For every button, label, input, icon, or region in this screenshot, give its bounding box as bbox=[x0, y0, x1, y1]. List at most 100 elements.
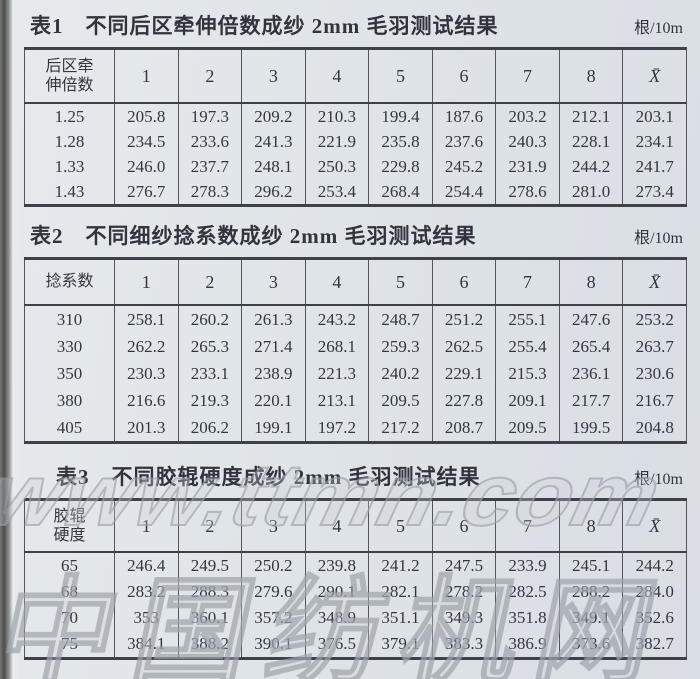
data-cell: 213.1 bbox=[304, 387, 370, 414]
data-cell: 240.3 bbox=[495, 129, 560, 154]
table2-label: 表2 bbox=[30, 224, 64, 248]
data-cell: 376.5 bbox=[304, 631, 370, 659]
data-cell: 259.3 bbox=[368, 333, 433, 360]
data-cell: 199.5 bbox=[558, 414, 624, 443]
data-cell: 249.5 bbox=[177, 552, 243, 579]
table-row: 380 216.6 219.3 220.1 213.1 209.5 227.8 209.1 21… bbox=[24, 387, 687, 414]
data-cell: 221.3 bbox=[304, 360, 370, 387]
data-cell: 351.1 bbox=[368, 605, 433, 631]
table1: 后区牵 伸倍数 1 2 3 4 5 6 7 8 X̄ 1.25 205.8 197.3 209.2 210.… bbox=[24, 47, 687, 207]
data-cell: 351.8 bbox=[495, 605, 560, 631]
data-cell: 231.9 bbox=[495, 154, 560, 179]
data-cell: 276.7 bbox=[114, 179, 179, 206]
data-cell: 197.2 bbox=[304, 414, 370, 443]
column-header-cell: 5 bbox=[368, 258, 433, 306]
table3-title-row: 表3 不同胶辊硬度成纱 2mm 毛羽测试结果 根/10m bbox=[30, 461, 683, 491]
row-key-cell: 330 bbox=[24, 333, 115, 360]
data-cell: 243.2 bbox=[304, 305, 370, 333]
data-cell: 348.9 bbox=[304, 605, 370, 631]
table-row: 1.33 246.0 237.7 248.1 250.3 229.8 245.2 231.9 2… bbox=[24, 154, 687, 179]
data-cell: 248.1 bbox=[241, 154, 306, 179]
row-key-cell: 1.25 bbox=[24, 103, 115, 129]
data-cell: 241.2 bbox=[368, 552, 433, 579]
row-key-cell: 405 bbox=[24, 414, 115, 443]
data-cell: 268.1 bbox=[304, 333, 370, 360]
data-cell: 217.7 bbox=[558, 387, 624, 414]
data-cell: 237.6 bbox=[431, 129, 497, 154]
data-cell: 250.3 bbox=[304, 154, 370, 179]
data-cell: 206.2 bbox=[177, 414, 243, 443]
data-cell: 241.7 bbox=[622, 154, 687, 179]
column-header-cell: 8 bbox=[558, 258, 624, 306]
column-header-cell: 4 bbox=[304, 499, 370, 553]
data-cell: 251.2 bbox=[431, 305, 497, 333]
row-key-cell: 70 bbox=[24, 605, 115, 631]
row-key-cell: 68 bbox=[24, 579, 115, 605]
column-header-cell: 2 bbox=[177, 258, 243, 306]
data-cell: 233.6 bbox=[177, 129, 243, 154]
header-row: 捻系数 1 2 3 4 5 6 7 8 X̄ bbox=[24, 258, 687, 306]
table3: 胶辊 硬度 1 2 3 4 5 6 7 8 X̄ 65 246.4 249.5 250.2 239.8 241… bbox=[24, 498, 687, 660]
data-cell: 244.2 bbox=[622, 552, 687, 579]
data-cell: 278.6 bbox=[495, 179, 560, 206]
data-cell: 197.3 bbox=[177, 103, 243, 129]
data-cell: 360.1 bbox=[177, 605, 243, 631]
column-header-cell: 2 bbox=[177, 48, 243, 104]
data-cell: 247.6 bbox=[558, 305, 624, 333]
data-cell: 278.3 bbox=[177, 179, 243, 206]
row-key-cell: 65 bbox=[24, 552, 115, 579]
data-cell: 383.3 bbox=[431, 631, 497, 659]
data-cell: 220.1 bbox=[241, 387, 306, 414]
header-row: 胶辊 硬度 1 2 3 4 5 6 7 8 X̄ bbox=[24, 499, 687, 553]
data-cell: 234.1 bbox=[622, 129, 687, 154]
data-cell: 250.2 bbox=[241, 552, 306, 579]
row-header-cell: 捻系数 bbox=[24, 258, 115, 306]
data-cell: 221.9 bbox=[304, 129, 370, 154]
table-row: 65 246.4 249.5 250.2 239.8 241.2 247.5 233.9 245… bbox=[24, 552, 687, 579]
column-header-cell: 2 bbox=[177, 499, 243, 553]
data-cell: 261.3 bbox=[241, 305, 306, 333]
table2-section: 表2 不同细纱捻系数成纱 2mm 毛羽测试结果 根/10m 捻系数 1 2 3 4 5 6 7… bbox=[24, 220, 687, 444]
column-header-cell: 5 bbox=[368, 48, 433, 104]
data-cell: 283.2 bbox=[114, 579, 179, 605]
data-cell: 265.4 bbox=[558, 333, 624, 360]
data-cell: 246.0 bbox=[114, 154, 179, 179]
data-cell: 238.9 bbox=[241, 360, 306, 387]
data-cell: 209.5 bbox=[495, 414, 560, 443]
data-cell: 228.1 bbox=[558, 129, 624, 154]
data-cell: 263.7 bbox=[622, 333, 687, 360]
table-row: 330 262.2 265.3 271.4 268.1 259.3 262.5 255.4 26… bbox=[24, 333, 687, 360]
data-cell: 216.7 bbox=[622, 387, 687, 414]
header-row: 后区牵 伸倍数 1 2 3 4 5 6 7 8 X̄ bbox=[24, 48, 687, 104]
table1-section: 表1 不同后区牵伸倍数成纱 2mm 毛羽测试结果 根/10m 后区牵 伸倍数 1 2… bbox=[24, 10, 687, 207]
data-cell: 212.1 bbox=[558, 103, 624, 129]
data-cell: 379.1 bbox=[368, 631, 433, 659]
data-cell: 216.6 bbox=[114, 387, 179, 414]
table3-label: 表3 bbox=[56, 465, 90, 489]
data-cell: 209.2 bbox=[241, 103, 306, 129]
column-header-cell: X̄ bbox=[622, 258, 687, 306]
data-cell: 281.0 bbox=[558, 179, 624, 206]
data-cell: 386.9 bbox=[495, 631, 560, 659]
data-cell: 290.1 bbox=[304, 579, 370, 605]
table-row: 68 283.2 288.3 279.6 290.1 282.1 278.2 282.5 288… bbox=[24, 579, 687, 605]
row-header-cell: 胶辊 硬度 bbox=[24, 499, 115, 553]
data-cell: 278.2 bbox=[431, 579, 497, 605]
column-header-cell: 6 bbox=[431, 499, 497, 553]
data-cell: 199.4 bbox=[368, 103, 433, 129]
data-cell: 246.4 bbox=[114, 552, 179, 579]
data-cell: 247.5 bbox=[431, 552, 497, 579]
column-header-cell: 1 bbox=[114, 499, 179, 553]
data-cell: 201.3 bbox=[114, 414, 179, 443]
row-key-cell: 350 bbox=[24, 360, 115, 387]
data-cell: 240.2 bbox=[368, 360, 433, 387]
column-header-cell: 8 bbox=[558, 499, 624, 553]
column-header-cell: 7 bbox=[495, 499, 560, 553]
column-header-cell: 1 bbox=[114, 258, 179, 306]
data-cell: 241.3 bbox=[241, 129, 306, 154]
column-header-cell: 5 bbox=[368, 499, 433, 553]
data-cell: 215.3 bbox=[495, 360, 560, 387]
column-header-cell: 8 bbox=[558, 48, 624, 104]
data-cell: 204.8 bbox=[622, 414, 687, 443]
